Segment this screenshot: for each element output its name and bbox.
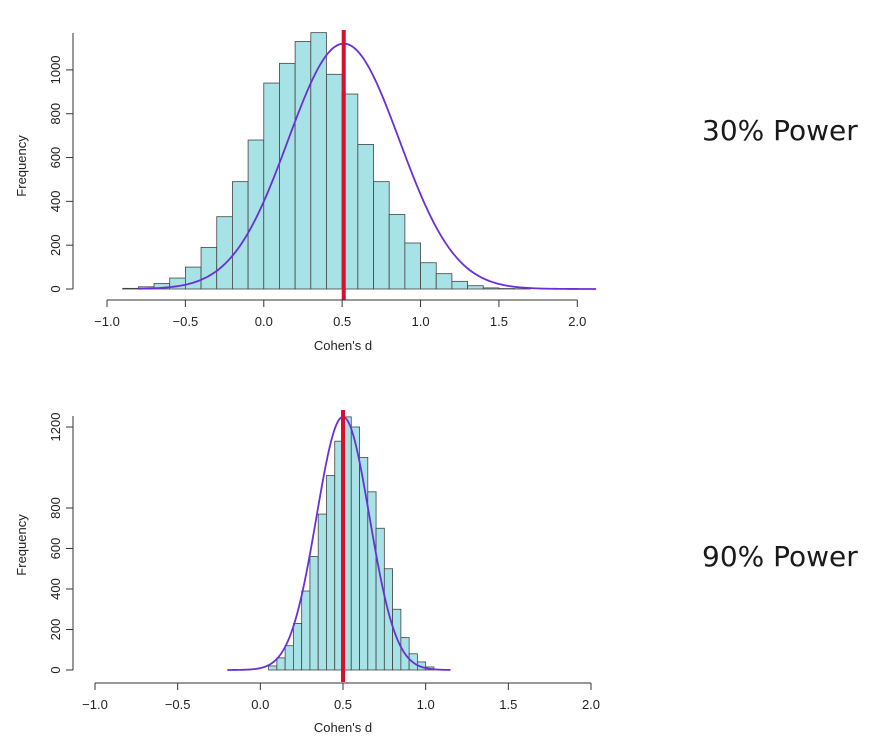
histogram-bar (123, 288, 139, 289)
y-tick-label: 600 (48, 538, 63, 560)
x-tick-label: −0.5 (165, 697, 191, 712)
x-axis-title: Cohen's d (314, 338, 372, 353)
histogram-bar (326, 74, 342, 289)
y-tick-label: 800 (48, 103, 63, 125)
y-tick-label: 400 (48, 191, 63, 213)
y-tick-label: 0 (48, 666, 63, 673)
histogram-bar (376, 528, 384, 670)
histogram-bar (326, 476, 334, 670)
y-tick-label: 800 (48, 497, 63, 519)
histogram-bar (264, 83, 280, 289)
histogram-bar (452, 281, 468, 289)
power-label-90: 90% Power (702, 540, 858, 573)
y-tick-label: 200 (48, 234, 63, 256)
y-axis-title: Frequency (14, 514, 29, 576)
x-tick-label: 0.5 (334, 697, 352, 712)
histogram-bar (351, 427, 359, 670)
histogram-bar (285, 646, 293, 670)
x-tick-label: 0.5 (333, 314, 351, 329)
x-tick-label: −1.0 (82, 697, 108, 712)
histogram-bar (201, 247, 217, 289)
histogram-bar (310, 557, 318, 670)
histogram-bar (293, 623, 301, 670)
y-tick-label: 600 (48, 147, 63, 169)
x-tick-label: 2.0 (568, 314, 586, 329)
histogram-bar (468, 286, 484, 289)
power-label-30: 30% Power (702, 114, 858, 147)
histogram-bar (295, 41, 311, 289)
histogram-bar (277, 658, 285, 670)
histogram-bar (318, 514, 326, 670)
histogram-bar (185, 267, 201, 289)
histogram-bar (389, 215, 405, 289)
y-tick-label: 0 (48, 285, 63, 292)
histogram-bar (374, 182, 390, 289)
histogram-bar (360, 457, 368, 670)
histogram-bar (302, 591, 310, 670)
x-tick-label: 2.0 (582, 697, 600, 712)
histogram-bar (279, 63, 295, 289)
histogram-bar (311, 33, 327, 289)
x-tick-label: 1.5 (490, 314, 508, 329)
histogram-bar (436, 274, 452, 289)
histogram-bar (483, 288, 499, 289)
x-tick-label: −1.0 (94, 314, 120, 329)
x-tick-label: 0.0 (251, 697, 269, 712)
x-tick-label: 0.0 (255, 314, 273, 329)
histogram-bar (269, 666, 277, 670)
y-tick-label: 1200 (48, 413, 63, 442)
histogram-bar (421, 263, 437, 289)
x-tick-label: 1.5 (499, 697, 517, 712)
histogram-bar (358, 144, 374, 289)
y-axis-title: Frequency (14, 135, 29, 197)
y-tick-label: 400 (48, 578, 63, 600)
histogram-bar (248, 140, 264, 289)
histogram-bar (405, 243, 421, 289)
y-tick-label: 200 (48, 619, 63, 641)
x-axis-title: Cohen's d (314, 720, 372, 735)
x-tick-label: 1.0 (417, 697, 435, 712)
x-tick-label: −0.5 (173, 314, 199, 329)
y-tick-label: 1000 (48, 55, 63, 84)
x-tick-label: 1.0 (412, 314, 430, 329)
histogram-bar (217, 217, 233, 289)
